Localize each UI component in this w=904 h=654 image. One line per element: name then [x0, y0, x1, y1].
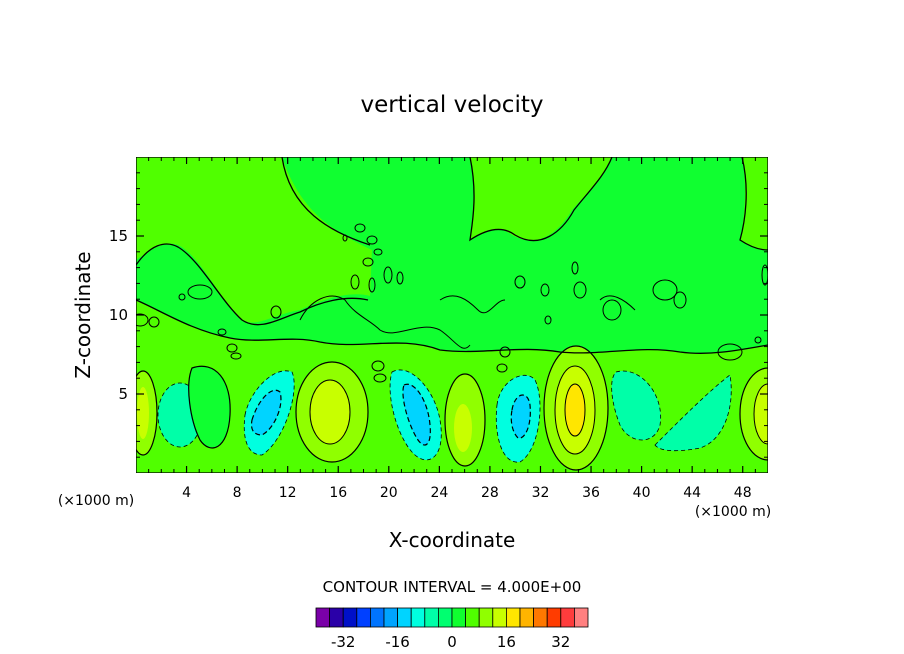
cell-x45 [654, 374, 732, 452]
cell-x40 [611, 370, 662, 441]
colorbar-swatch [451, 607, 467, 628]
colorbar-swatch [505, 607, 521, 628]
colorbar-swatch [533, 607, 548, 628]
x-tick-label: 20 [380, 485, 398, 501]
colorbar-swatch [356, 607, 371, 628]
x-unit-label-left: (×1000 m) [58, 493, 134, 509]
y-tick-label: 15 [109, 227, 128, 245]
colorbar-tick-label: 0 [447, 633, 457, 651]
x-tick-label: 12 [279, 485, 297, 501]
colorbar-swatch [342, 607, 358, 628]
colorbar-swatch [383, 607, 399, 628]
colorbar-swatch [424, 607, 439, 628]
x-tick-label: 32 [532, 485, 550, 501]
plot-area [136, 157, 768, 473]
colorbar-swatch [410, 607, 426, 628]
upper-region-right [740, 157, 768, 250]
x-tick-label: 40 [633, 485, 651, 501]
small-contours [136, 223, 768, 383]
cell-x22-core [402, 383, 431, 446]
cell-x34-core [564, 383, 586, 437]
upper-region-left [136, 157, 372, 323]
colorbar-swatch [329, 607, 344, 628]
colorbar-swatch [560, 607, 575, 628]
colorbar-tick-label: 32 [551, 633, 570, 651]
x-tick-label: 36 [582, 485, 600, 501]
upper-region-mid [470, 157, 612, 241]
colorbar-swatch [492, 607, 507, 628]
cell-x6-positive [188, 365, 231, 449]
x-tick-label: 24 [430, 485, 448, 501]
cell-x30-core [510, 394, 531, 439]
x-tick-label: 8 [233, 485, 242, 501]
x-axis-ticks: 4 8 12 16 20 24 28 32 36 40 44 48 [148, 157, 756, 501]
colorbar-swatch [369, 607, 385, 628]
x-tick-label: 48 [734, 485, 752, 501]
cell-x49-core [753, 383, 768, 445]
colorbar-swatch [397, 607, 412, 628]
colorbar-tick-label: -16 [385, 633, 410, 651]
colorbar-tick-labels: -32 -16 0 16 32 [331, 633, 570, 651]
colorbar [315, 607, 589, 628]
cell-x1-core [137, 387, 149, 439]
colorbar-tick-label: 16 [497, 633, 516, 651]
colorbar-swatch [574, 607, 589, 628]
contour-interval-label: CONTOUR INTERVAL = 4.000E+00 [323, 578, 582, 596]
colorbar-swatch [315, 607, 331, 628]
colorbar-tick-label: -32 [331, 633, 356, 651]
colorbar-swatch [478, 607, 494, 628]
colorbar-swatch [465, 607, 480, 628]
colorbar-swatch [437, 607, 453, 628]
y-tick-label: 10 [109, 306, 128, 324]
x-tick-label: 4 [182, 485, 191, 501]
x-tick-label: 28 [481, 485, 499, 501]
y-axis-ticks: 5 10 15 [109, 172, 768, 458]
chart-title: vertical velocity [361, 92, 544, 118]
x-tick-label: 16 [329, 485, 347, 501]
x-tick-label: 44 [683, 485, 701, 501]
contour-lines [136, 157, 768, 354]
cell-x10-core [250, 389, 282, 436]
x-unit-label-right: (×1000 m) [695, 504, 771, 520]
x-axis-label: X-coordinate [389, 528, 516, 552]
y-axis-label: Z-coordinate [71, 251, 95, 378]
colorbar-swatch [519, 607, 535, 628]
cell-x26-core [454, 404, 472, 452]
y-tick-label: 5 [118, 385, 128, 403]
colorbar-swatch [546, 607, 562, 628]
cell-x15-core [309, 379, 351, 445]
